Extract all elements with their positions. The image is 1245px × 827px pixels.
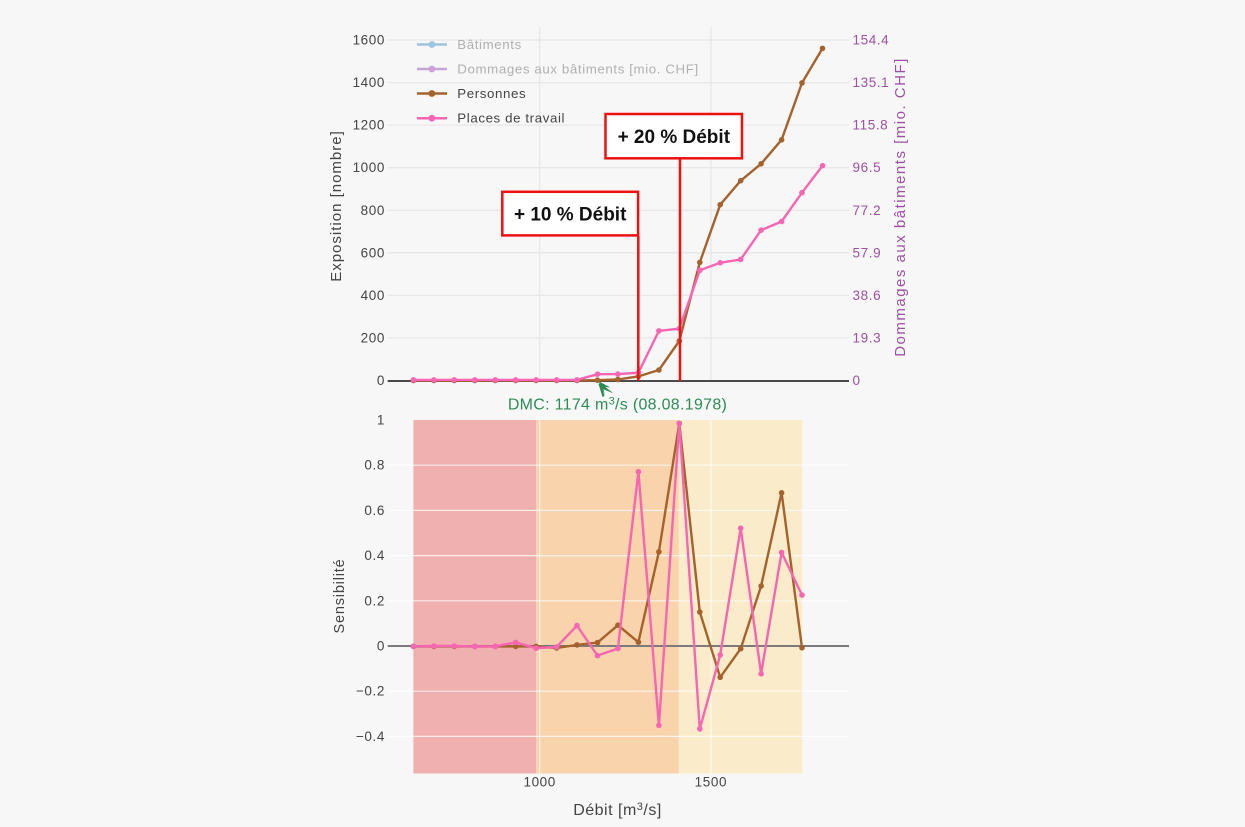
svg-text:1500: 1500 <box>695 775 727 790</box>
svg-text:0.2: 0.2 <box>364 593 385 608</box>
svg-text:0: 0 <box>853 373 861 388</box>
svg-text:400: 400 <box>361 288 385 303</box>
svg-text:Débit [m3/s]: Débit [m3/s] <box>573 801 662 819</box>
svg-text:−0.4: −0.4 <box>356 729 385 744</box>
svg-text:Dommages aux bâtiments [mio. C: Dommages aux bâtiments [mio. CHF] <box>892 57 909 357</box>
svg-text:200: 200 <box>361 330 385 345</box>
svg-text:19.3: 19.3 <box>853 330 882 345</box>
svg-text:1000: 1000 <box>353 160 385 175</box>
svg-text:1400: 1400 <box>353 75 385 90</box>
svg-text:Dommages aux bâtiments [mio. C: Dommages aux bâtiments [mio. CHF] <box>457 62 698 77</box>
svg-text:Bâtiments: Bâtiments <box>457 37 522 52</box>
svg-text:0.8: 0.8 <box>364 458 385 473</box>
svg-text:0: 0 <box>377 639 385 654</box>
svg-text:0.6: 0.6 <box>364 503 385 518</box>
svg-text:115.8: 115.8 <box>853 118 889 133</box>
svg-text:800: 800 <box>361 203 385 218</box>
svg-text:0.4: 0.4 <box>364 548 385 563</box>
svg-text:1000: 1000 <box>523 775 555 790</box>
svg-text:135.1: 135.1 <box>853 75 890 90</box>
svg-text:DMC: 1174 m3/s (08.08.1978): DMC: 1174 m3/s (08.08.1978) <box>508 396 727 414</box>
svg-text:154.4: 154.4 <box>853 33 890 48</box>
svg-text:96.5: 96.5 <box>853 160 882 175</box>
svg-text:+ 20 % Débit: + 20 % Débit <box>618 127 731 148</box>
svg-text:0: 0 <box>377 373 385 388</box>
svg-text:1: 1 <box>377 413 385 428</box>
svg-text:−0.2: −0.2 <box>356 684 385 699</box>
svg-text:+ 10 % Débit: + 10 % Débit <box>514 204 627 225</box>
svg-text:77.2: 77.2 <box>853 203 882 218</box>
svg-text:Exposition [nombre]: Exposition [nombre] <box>328 130 345 282</box>
svg-text:Places de travail: Places de travail <box>457 111 565 126</box>
svg-text:Personnes: Personnes <box>457 86 526 101</box>
svg-text:1200: 1200 <box>353 118 385 133</box>
svg-text:57.9: 57.9 <box>853 245 882 260</box>
svg-text:Sensibilité: Sensibilité <box>332 559 348 634</box>
svg-text:1600: 1600 <box>353 33 385 48</box>
svg-text:600: 600 <box>361 245 385 260</box>
svg-text:38.6: 38.6 <box>853 288 882 303</box>
